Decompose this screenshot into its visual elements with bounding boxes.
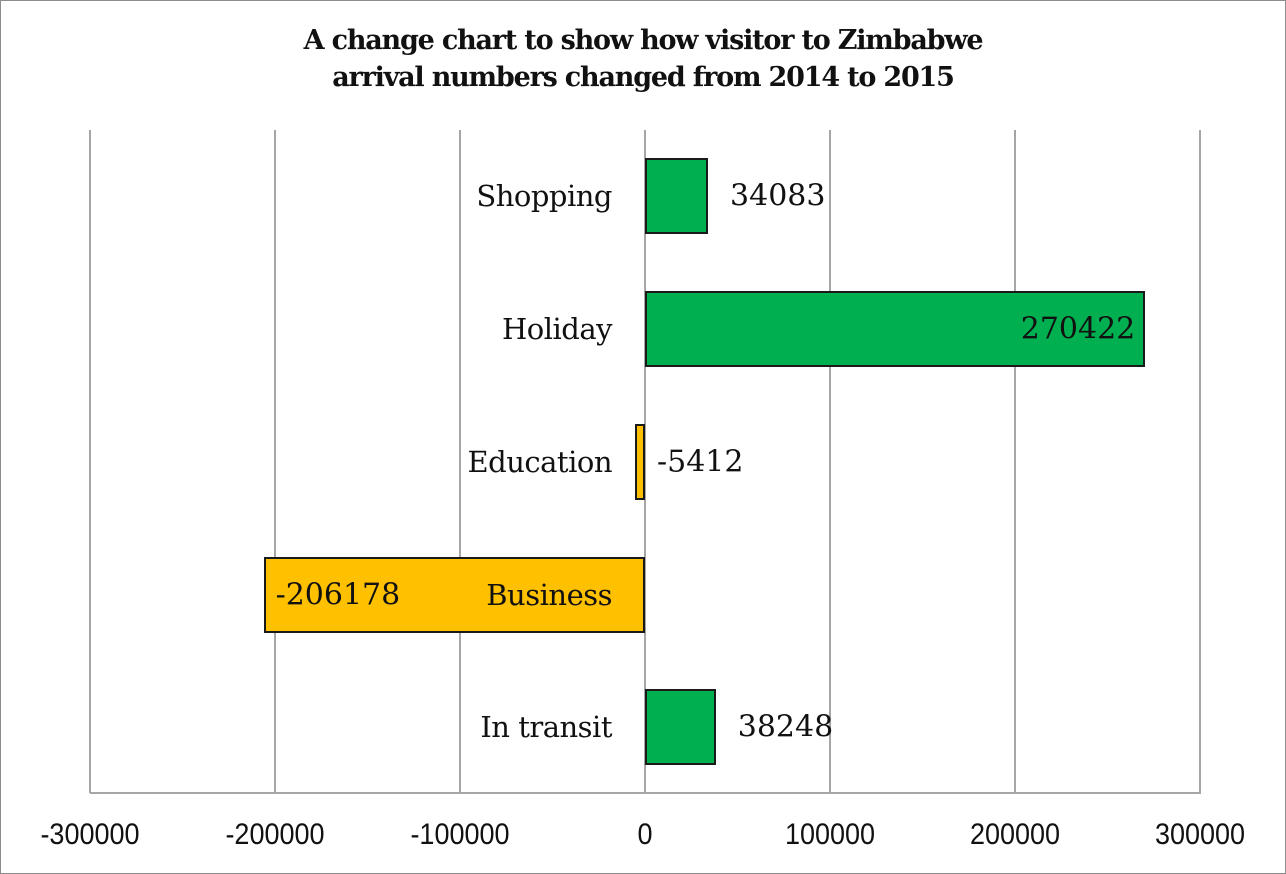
- x-tick-label: -100000: [410, 818, 510, 851]
- gridline: [1199, 130, 1201, 793]
- gridline: [459, 130, 461, 793]
- x-tick-label: -200000: [225, 818, 325, 851]
- category-label: In transit: [480, 710, 612, 744]
- chart-title: A change chart to show how visitor to Zi…: [0, 22, 1286, 96]
- x-tick-label: 100000: [784, 818, 876, 851]
- gridline: [274, 130, 276, 793]
- bar-in-transit: [645, 689, 716, 765]
- category-label: Business: [486, 578, 612, 612]
- gridline: [829, 130, 831, 793]
- x-tick-label: 0: [637, 818, 653, 851]
- x-tick-label: 200000: [969, 818, 1061, 851]
- gridline: [644, 130, 646, 793]
- gridline: [89, 130, 91, 793]
- bar-business: [263, 557, 645, 633]
- data-label: -206178: [275, 577, 401, 613]
- bar-holiday: [645, 291, 1146, 367]
- x-axis-line: [90, 792, 1201, 794]
- data-label: -5412: [657, 444, 744, 480]
- data-label: 270422: [1020, 311, 1136, 347]
- bar-shopping: [645, 158, 709, 234]
- gridline: [1014, 130, 1016, 793]
- category-label: Shopping: [476, 179, 612, 213]
- chart-title-line-2: arrival numbers changed from 2014 to 201…: [332, 62, 955, 93]
- category-label: Education: [467, 445, 612, 479]
- data-label: 38248: [737, 709, 834, 745]
- bar-education: [634, 424, 645, 500]
- chart-title-line-1: A change chart to show how visitor to Zi…: [303, 25, 984, 56]
- data-label: 34083: [730, 178, 826, 214]
- x-tick-label: -300000: [40, 818, 140, 851]
- x-tick-label: 300000: [1154, 818, 1246, 851]
- category-label: Holiday: [501, 312, 613, 346]
